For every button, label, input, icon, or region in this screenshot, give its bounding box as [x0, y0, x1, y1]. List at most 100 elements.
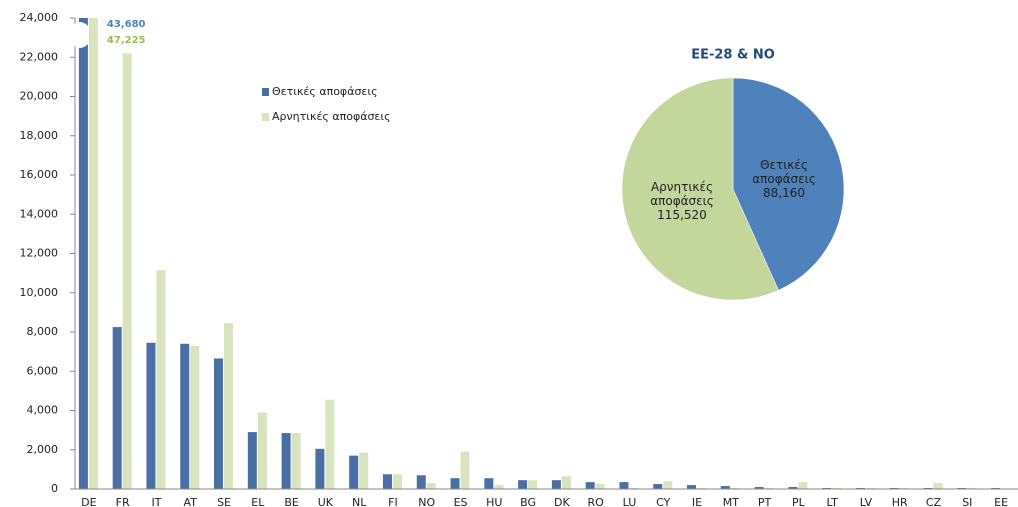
bar — [933, 483, 943, 489]
bar — [687, 485, 697, 489]
bar — [190, 345, 200, 489]
bar — [416, 475, 426, 489]
x-tick-label: MT — [723, 496, 739, 507]
x-tick-label: SI — [962, 496, 972, 507]
bar — [788, 487, 798, 489]
bar — [281, 433, 291, 489]
x-tick-label: EE — [994, 496, 1008, 507]
x-tick-label: UK — [318, 496, 334, 507]
bar — [585, 482, 595, 489]
pie-label-name: Θετικές — [760, 158, 808, 172]
legend-swatch — [262, 113, 269, 121]
bar — [754, 487, 764, 489]
axis-break — [72, 22, 88, 48]
x-tick-label: CZ — [926, 496, 942, 507]
y-tick-label: 4,000 — [27, 404, 59, 417]
bar — [325, 399, 335, 489]
x-tick-label: SE — [217, 496, 231, 507]
bar — [214, 358, 224, 489]
pie-label: Αρνητικές αποφάσεις 115,520 — [650, 179, 714, 221]
y-tick-label: 0 — [51, 482, 58, 495]
y-tick-label: 24,000 — [20, 11, 59, 24]
bar — [224, 323, 234, 489]
x-tick-label: DK — [554, 496, 570, 507]
x-tick-label: FR — [116, 496, 130, 507]
y-tick-label: 6,000 — [27, 364, 59, 377]
x-tick-label: NL — [352, 496, 367, 507]
x-tick-label: BG — [520, 496, 536, 507]
y-tick-label: 18,000 — [20, 129, 59, 142]
x-tick-label: BE — [284, 496, 299, 507]
y-tick-label: 12,000 — [20, 247, 59, 260]
y-tick-label: 8,000 — [27, 325, 59, 338]
pie-label-name: Αρνητικές — [651, 179, 713, 193]
x-tick-label: PL — [792, 496, 806, 507]
bar — [291, 433, 301, 489]
bar — [663, 481, 673, 489]
bar — [382, 474, 392, 489]
y-tick-label: 20,000 — [20, 90, 59, 103]
legend-label: Αρνητικές αποφάσεις — [272, 110, 391, 123]
bars — [78, 18, 1011, 490]
x-tick-label: HR — [892, 496, 908, 507]
bar — [561, 476, 571, 489]
bar — [247, 432, 257, 489]
bar — [122, 53, 132, 489]
y-tick-label: 2,000 — [27, 443, 59, 456]
x-tick-label: FI — [388, 496, 398, 507]
bar — [494, 485, 504, 489]
y-tick-label: 16,000 — [20, 168, 59, 181]
pie-value-label: 88,160 — [763, 186, 805, 200]
pie-slice — [621, 77, 779, 301]
bar — [460, 451, 470, 489]
bar — [392, 474, 402, 489]
bar — [146, 342, 156, 489]
pie-label-name-cont: αποφάσεις — [650, 193, 714, 207]
x-tick-label: RO — [588, 496, 605, 507]
bar — [349, 455, 359, 489]
bar — [450, 478, 460, 489]
bar — [518, 480, 528, 489]
value-label: 47,225 — [107, 35, 146, 46]
bar — [551, 480, 561, 489]
x-tick-label: LV — [860, 496, 873, 507]
bar — [619, 482, 629, 489]
pie-title: EE-28 & NO — [691, 48, 775, 63]
bar — [359, 452, 369, 489]
x-tick-label: LT — [827, 496, 839, 507]
pie-slice — [732, 77, 845, 291]
x-tick-label: PT — [758, 496, 772, 507]
x-tick-label: ES — [454, 496, 468, 507]
bar — [88, 18, 98, 490]
x-tick-label: DE — [81, 496, 96, 507]
bar — [156, 270, 166, 489]
x-tick-label: LU — [623, 496, 637, 507]
bar — [257, 412, 267, 489]
pie-value-label: 115,520 — [657, 207, 707, 221]
legend-swatch — [262, 88, 269, 96]
x-tick-label: HU — [486, 496, 502, 507]
value-label: 43,680 — [107, 19, 146, 30]
bar — [180, 343, 190, 489]
pie-label: Θετικές αποφάσεις 88,160 — [752, 158, 816, 200]
x-tick-label: IT — [151, 496, 161, 507]
bar — [426, 483, 436, 489]
x-tick-label: IE — [692, 496, 702, 507]
x-tick-label: CY — [656, 496, 670, 507]
x-tick-label: EL — [251, 496, 265, 507]
bar — [653, 484, 663, 489]
bar — [720, 486, 730, 489]
x-tick-label: NO — [418, 496, 435, 507]
bar — [484, 478, 494, 489]
bar — [112, 327, 122, 489]
bar — [528, 480, 538, 489]
bar — [315, 448, 325, 489]
bar — [798, 482, 808, 489]
x-tick-label: AT — [184, 496, 198, 507]
pie-label-name-cont: αποφάσεις — [752, 172, 816, 186]
y-tick-label: 10,000 — [20, 286, 59, 299]
bar — [78, 18, 88, 489]
bar — [595, 484, 605, 489]
y-tick-label: 14,000 — [20, 207, 59, 220]
